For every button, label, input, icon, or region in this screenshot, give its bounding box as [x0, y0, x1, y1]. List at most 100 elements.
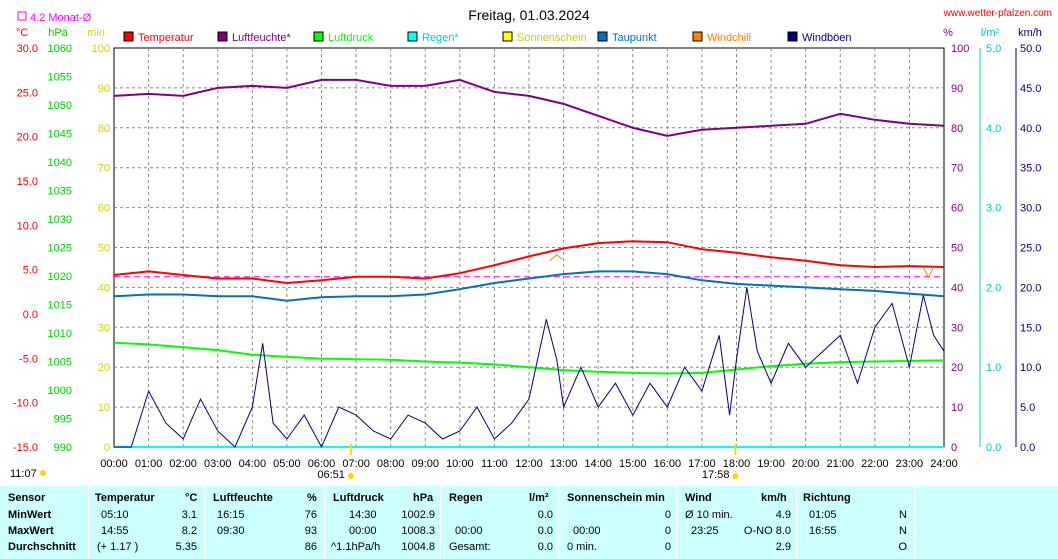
unit-humidity: %	[943, 27, 953, 39]
stats-rain-header: Regen	[449, 492, 483, 504]
axis-x-tick: 07:00	[342, 458, 370, 470]
stats-wind-avg-value: 2.9	[775, 541, 791, 553]
axis-pressure-tick: 995	[54, 414, 72, 426]
axis-humidity-tick: 20	[951, 362, 963, 374]
axis-x-tick: 11:00	[481, 458, 508, 470]
stats-row-min: MinWert	[8, 509, 52, 521]
series-windchill	[549, 253, 563, 262]
axis-pressure-tick: 1015	[48, 300, 72, 312]
axis-temperature-tick: 25.0	[17, 87, 38, 99]
axis-sunshine-tick: 60	[98, 203, 110, 215]
stats-wind-max-value: O-NO 8.0	[743, 525, 791, 537]
stats-press-min-value: 1002.9	[401, 509, 435, 521]
axis-x-tick: 21:00	[826, 458, 854, 470]
stats-row-max: MaxWert	[8, 525, 54, 537]
stats-sunshine-header: Sonnenschein min	[567, 492, 665, 504]
stats-pressure-col: Luftdruck hPa 14:30 1002.9 00:00 1008.3 …	[324, 486, 441, 559]
stats-hum-max-time: 09:30	[217, 525, 245, 537]
axis-x-tick: 24:00	[930, 458, 958, 470]
stats-sun-max-value: 0	[664, 525, 671, 537]
axis-x-tick: 22:00	[861, 458, 889, 470]
axis-x-tick: 05:00	[273, 458, 301, 470]
axis-wind-tick: 20.0	[1020, 282, 1041, 294]
series-taupunkt	[113, 270, 945, 302]
axis-pressure-tick: 1060	[48, 43, 72, 55]
axis-x-tick: 19:00	[757, 458, 785, 470]
axis-wind-tick: 0.0	[1020, 442, 1035, 454]
stats-temp-max-value: 8.2	[181, 525, 197, 537]
axis-humidity-tick: 100	[951, 43, 969, 55]
axis-humidity-tick: 90	[951, 83, 963, 95]
axis-pressure-tick: 990	[54, 442, 72, 454]
axis-pressure-tick: 1000	[48, 385, 72, 397]
series-luftfeuchte	[113, 78, 945, 137]
sunset-label: 17:58	[702, 469, 730, 481]
stats-sensor-header: Sensor	[8, 492, 46, 504]
axis-pressure-tick: 1030	[48, 214, 72, 226]
axis-x-tick: 08:00	[377, 458, 405, 470]
legend-swatch	[787, 31, 798, 42]
axis-sunshine-tick: 0	[104, 442, 110, 454]
stats-sunshine-col: Sonnenschein min 0 00:00 0 0 min. 0	[558, 486, 677, 559]
axis-rain-tick: 2.0	[986, 282, 1001, 294]
series-windben	[114, 287, 945, 449]
axis-wind-tick: 5.0	[1020, 402, 1035, 414]
axis-humidity-tick: 50	[951, 243, 963, 255]
axis-pressure-tick: 1025	[48, 243, 72, 255]
axis-x-tick: 15:00	[619, 458, 647, 470]
axis-wind-tick: 45.0	[1020, 83, 1041, 95]
unit-pressure: hPa	[48, 27, 68, 39]
stats-humidity-unit: %	[307, 492, 317, 504]
axis-temperature-tick: 20.0	[17, 132, 38, 144]
stats-temperature-col: Temperatur °C 05:10 3.1 14:55 8.2 (+ 1.1…	[88, 486, 205, 559]
axis-temperature-tick: 5.0	[23, 265, 38, 277]
stats-dir-max-value: N	[899, 525, 907, 537]
axis-wind-tick: 35.0	[1020, 163, 1041, 175]
axis-wind-tick: 30.0	[1020, 203, 1041, 215]
month-avg-label: 4.2 Monat-Ø	[30, 12, 92, 24]
stats-empty-col	[914, 486, 1058, 559]
weather-chart: Freitag, 01.03.2024 www.wetter-pfalzen.co…	[10, 7, 1052, 481]
axis-pressure-tick: 1055	[48, 72, 72, 84]
stats-hum-min-value: 76	[304, 509, 317, 521]
stats-wind-unit: km/h	[761, 492, 787, 504]
axis-x-tick: 17:00	[688, 458, 716, 470]
stats-direction-col: Richtung 01:05 N 16:55 N O	[796, 486, 915, 559]
legend-label: Taupunkt	[612, 32, 657, 44]
axis-temperature-tick: 15.0	[17, 176, 38, 188]
sunset-icon	[732, 473, 739, 479]
statistics-table: Sensor MinWert MaxWert Durchschnitt Temp…	[0, 486, 1058, 559]
legend-swatch	[502, 31, 513, 42]
unit-sunshine: min	[87, 27, 105, 39]
stats-wind-header: Wind	[685, 492, 712, 504]
legend-label: Regen*	[422, 32, 459, 44]
axis-x-tick: 04:00	[239, 458, 267, 470]
axis-pressure-tick: 1050	[48, 100, 72, 112]
axis-temperature-tick: 0.0	[23, 309, 38, 321]
stats-temp-avg-value: 5.35	[175, 541, 197, 553]
axis-sunshine-tick: 40	[98, 282, 110, 294]
axis-humidity-tick: 60	[951, 203, 963, 215]
stats-temp-max-time: 14:55	[101, 525, 129, 537]
axis-humidity-tick: 30	[951, 322, 963, 334]
stats-wind-col: Wind km/h Ø 10 min. 4.9 23:25 O-NO 8.0 2…	[676, 486, 797, 559]
axis-sunshine-tick: 10	[98, 402, 110, 414]
month-avg-icon	[17, 11, 27, 21]
stats-humidity-header: Luftfeuchte	[213, 492, 273, 504]
stats-hum-avg-value: 86	[304, 541, 317, 553]
axis-pressure-tick: 1010	[48, 328, 72, 340]
axis-humidity-tick: 40	[951, 282, 963, 294]
stats-humidity-col: Luftfeuchte % 16:15 76 09:30 93 86	[204, 486, 325, 559]
axis-x-tick: 14:00	[584, 458, 612, 470]
axis-rain-tick: 1.0	[986, 362, 1001, 374]
unit-temperature: °C	[16, 27, 28, 39]
axis-x-tick: 06:00	[308, 458, 336, 470]
stats-wind-max-time: 23:25	[691, 525, 719, 537]
axis-x-tick: 13:00	[550, 458, 578, 470]
axis-pressure-tick: 1040	[48, 157, 72, 169]
stats-rain-col: Regen l/m² 0.0 00:00 0.0 Gesamt: 0.0	[440, 486, 559, 559]
stats-sun-max-time: 00:00	[573, 525, 601, 537]
stats-wind-avg10-label: Ø 10 min.	[685, 509, 733, 521]
series-temperatur	[113, 240, 945, 285]
chart-title: Freitag, 01.03.2024	[468, 7, 590, 23]
